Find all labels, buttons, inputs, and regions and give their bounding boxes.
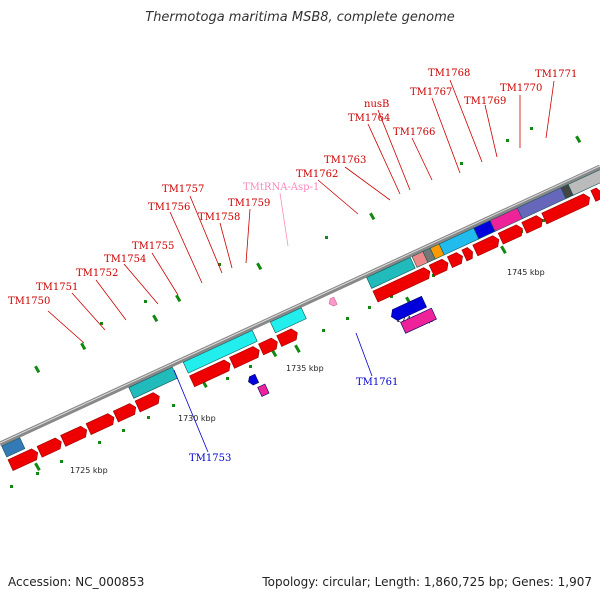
gene-arrow[interactable] bbox=[276, 327, 300, 347]
gene-arrow[interactable] bbox=[85, 412, 116, 435]
gene-label[interactable]: TM1750 bbox=[8, 296, 50, 307]
gene-label[interactable]: TM1761 bbox=[356, 377, 398, 388]
gene-arrow-reverse[interactable] bbox=[247, 373, 260, 386]
gene-labels: TM1750 TM1751 TM1752 TM1754 TM1755 TM175… bbox=[8, 68, 577, 464]
gene-arrow[interactable] bbox=[541, 192, 592, 225]
gene-label[interactable]: TM1757 bbox=[162, 184, 204, 195]
accession-text: Accession: NC_000853 bbox=[8, 575, 145, 589]
gene-label[interactable]: TM1752 bbox=[76, 268, 118, 279]
gene-box[interactable] bbox=[269, 307, 307, 334]
gene-arrow[interactable] bbox=[497, 223, 525, 245]
scale-labels: 1725 kbp 1730 kbp 1735 kbp 1740 kbp 1745… bbox=[70, 268, 545, 475]
gene-label[interactable]: TM1755 bbox=[132, 241, 174, 252]
gene-label[interactable]: TM1754 bbox=[104, 254, 146, 265]
gene-label[interactable]: TM1766 bbox=[393, 127, 435, 138]
gene-arrow[interactable] bbox=[461, 246, 475, 262]
trna-marker[interactable] bbox=[327, 296, 338, 307]
reverse-strand-genes bbox=[247, 295, 437, 397]
gene-arrow[interactable] bbox=[472, 234, 502, 257]
scale-label: 1745 kbp bbox=[507, 268, 545, 277]
gene-arrow[interactable] bbox=[372, 266, 433, 303]
gene-label[interactable]: TM1770 bbox=[500, 83, 542, 94]
gene-arrow[interactable] bbox=[112, 402, 138, 423]
gene-box[interactable] bbox=[1, 437, 26, 458]
gene-arrow[interactable] bbox=[60, 425, 90, 447]
gene-box[interactable] bbox=[257, 383, 270, 397]
gene-arrow[interactable] bbox=[134, 391, 162, 413]
gene-box[interactable] bbox=[400, 307, 437, 334]
gene-arrow[interactable] bbox=[521, 214, 545, 234]
gene-label[interactable]: TM1759 bbox=[228, 198, 270, 209]
gene-box[interactable] bbox=[366, 256, 416, 289]
scale-label: 1735 kbp bbox=[286, 364, 324, 373]
gene-arrow[interactable] bbox=[36, 436, 64, 458]
gene-label[interactable]: TMtRNA-Asp-1 bbox=[243, 182, 319, 193]
genome-backbone bbox=[0, 164, 600, 447]
gene-arrow[interactable] bbox=[446, 251, 465, 269]
gene-arrow[interactable] bbox=[189, 358, 233, 388]
gene-arrow[interactable] bbox=[258, 336, 280, 356]
scale-label: 1725 kbp bbox=[70, 466, 108, 475]
gene-arrow[interactable] bbox=[428, 258, 450, 277]
gene-label[interactable]: TM1769 bbox=[464, 96, 506, 107]
gene-label[interactable]: TM1756 bbox=[148, 202, 190, 213]
gene-label[interactable]: TM1763 bbox=[324, 155, 366, 166]
gene-label[interactable]: TM1753 bbox=[189, 453, 231, 464]
gene-label[interactable]: TM1751 bbox=[36, 282, 78, 293]
forward-strand-genes bbox=[7, 187, 600, 472]
gene-box[interactable] bbox=[567, 164, 600, 196]
scale-label: 1730 kbp bbox=[178, 414, 216, 423]
gene-arrow[interactable] bbox=[590, 187, 600, 202]
tick-row-inner bbox=[100, 127, 533, 325]
gene-label[interactable]: nusB bbox=[364, 99, 389, 110]
genome-summary-text: Topology: circular; Length: 1,860,725 bp… bbox=[262, 575, 592, 589]
label-leader-lines bbox=[47, 79, 555, 453]
gene-arrow-reverse[interactable] bbox=[389, 295, 427, 322]
gene-box[interactable] bbox=[182, 329, 258, 374]
gene-label[interactable]: TM1767 bbox=[410, 87, 452, 98]
gene-label[interactable]: TM1764 bbox=[348, 113, 390, 124]
gene-label[interactable]: TM1768 bbox=[428, 68, 470, 79]
tick-row-outer bbox=[10, 199, 585, 488]
gene-label[interactable]: TM1771 bbox=[535, 69, 577, 80]
gene-arrow[interactable] bbox=[7, 447, 40, 472]
gene-arrow[interactable] bbox=[229, 345, 261, 369]
forward-feature-boxes bbox=[1, 164, 600, 458]
gene-label[interactable]: TM1758 bbox=[198, 212, 240, 223]
map-title: Thermotoga maritima MSB8, complete genom… bbox=[145, 10, 455, 25]
gene-label[interactable]: TM1762 bbox=[296, 169, 338, 180]
